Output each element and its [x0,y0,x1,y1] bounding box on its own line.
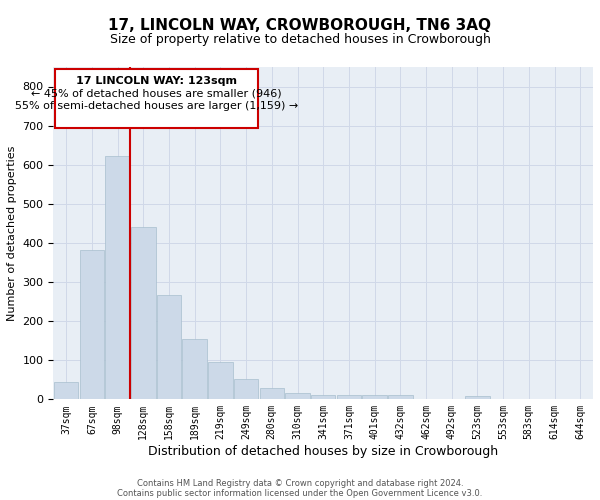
Bar [285,393,310,400]
Bar [465,396,490,400]
Bar [106,156,130,400]
Text: 17 LINCOLN WAY: 123sqm: 17 LINCOLN WAY: 123sqm [76,76,236,86]
Text: 17, LINCOLN WAY, CROWBOROUGH, TN6 3AQ: 17, LINCOLN WAY, CROWBOROUGH, TN6 3AQ [109,18,491,32]
Bar [80,250,104,400]
Text: Contains public sector information licensed under the Open Government Licence v3: Contains public sector information licen… [118,488,482,498]
Bar [362,395,387,400]
Bar [311,395,335,400]
Bar [182,339,207,400]
Text: 55% of semi-detached houses are larger (1,159) →: 55% of semi-detached houses are larger (… [14,101,298,111]
Bar [260,388,284,400]
Bar [208,362,233,400]
Bar [55,69,257,128]
Y-axis label: Number of detached properties: Number of detached properties [7,146,17,321]
Bar [131,228,155,400]
Text: Contains HM Land Registry data © Crown copyright and database right 2024.: Contains HM Land Registry data © Crown c… [137,478,463,488]
Bar [54,382,79,400]
X-axis label: Distribution of detached houses by size in Crowborough: Distribution of detached houses by size … [148,445,498,458]
Bar [157,294,181,400]
Bar [234,379,259,400]
Text: ← 45% of detached houses are smaller (946): ← 45% of detached houses are smaller (94… [31,88,281,99]
Bar [337,395,361,400]
Bar [388,396,413,400]
Text: Size of property relative to detached houses in Crowborough: Size of property relative to detached ho… [110,32,490,46]
